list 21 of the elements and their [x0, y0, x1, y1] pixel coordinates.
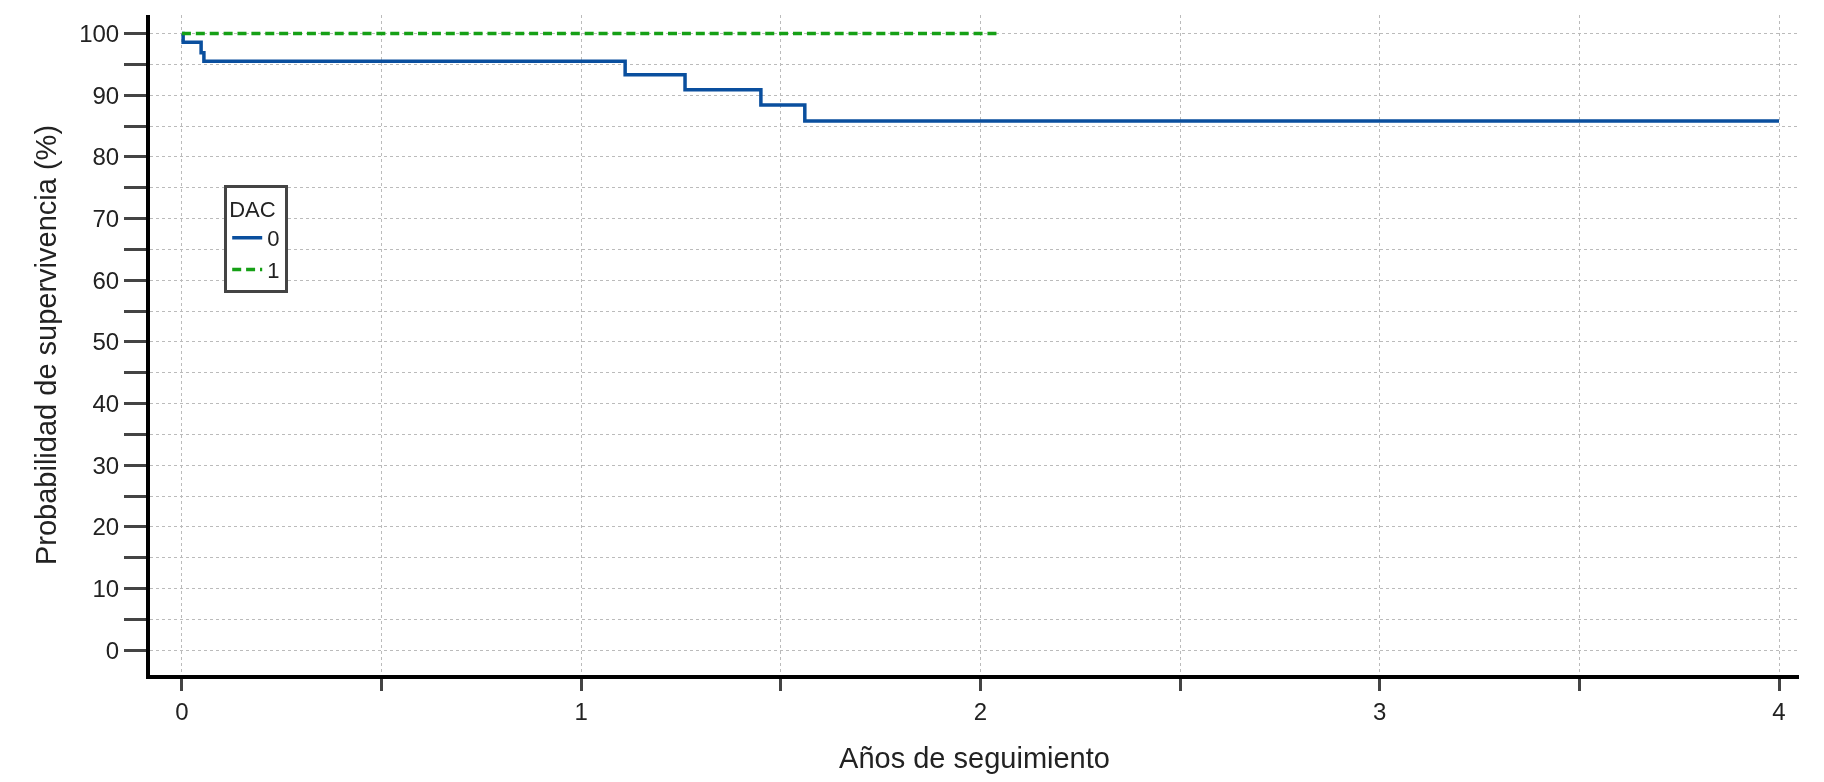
- y-tick-label: 50: [92, 328, 120, 356]
- legend-label: 0: [267, 226, 280, 252]
- x-tick-label: 4: [1772, 697, 1786, 725]
- x-tick-label: 0: [175, 697, 189, 725]
- y-tick-label: 60: [92, 266, 120, 294]
- legend-title: DAC: [229, 197, 276, 222]
- x-tick-label: 3: [1373, 697, 1387, 725]
- y-tick-label: 100: [79, 19, 120, 47]
- y-tick-label: 90: [92, 81, 120, 109]
- y-tick-label: 30: [92, 451, 120, 479]
- y-axis-title: Probabilidad de supervivencia (%): [30, 124, 62, 566]
- y-tick-label: 10: [92, 575, 120, 603]
- y-tick-label: 20: [92, 513, 120, 541]
- x-tick-label: 2: [973, 697, 988, 725]
- x-tick-label: 1: [574, 697, 588, 725]
- y-tick-label: 80: [92, 143, 120, 171]
- legend-label: 1: [267, 257, 280, 283]
- x-axis-title: Años de seguimiento: [839, 742, 1110, 775]
- y-tick-label: 40: [92, 390, 120, 417]
- y-tick-label: 0: [105, 636, 120, 664]
- y-tick-label: 70: [92, 204, 120, 232]
